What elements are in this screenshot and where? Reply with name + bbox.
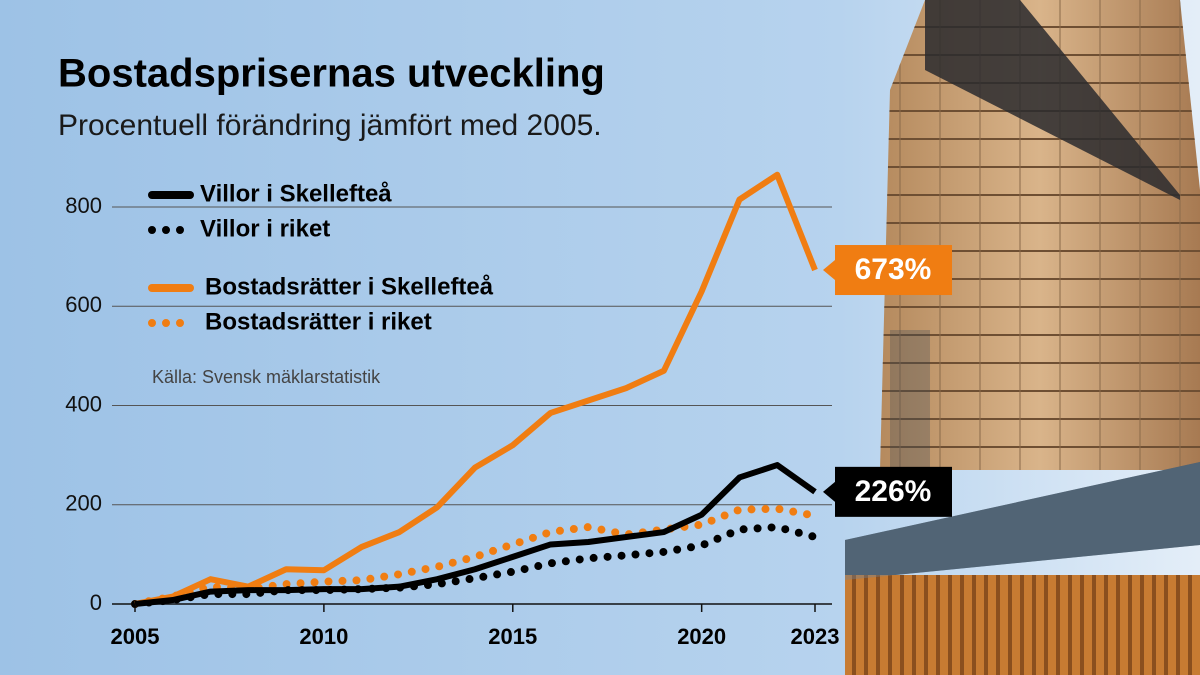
value-label: 226% xyxy=(855,475,932,508)
legend-label: Bostadsrätter i Skellefteå xyxy=(205,273,494,300)
x-tick-label: 2005 xyxy=(111,624,160,649)
value-label: 673% xyxy=(855,253,932,286)
legend-label: Villor i riket xyxy=(200,215,330,242)
photo xyxy=(845,0,1200,675)
y-tick-label: 200 xyxy=(65,491,102,516)
x-tick-label: 2015 xyxy=(488,624,537,649)
chart-title: Bostadsprisernas utveckling xyxy=(58,52,605,96)
x-tick-label: 2020 xyxy=(677,624,726,649)
legend-label: Villor i Skellefteå xyxy=(200,180,392,207)
series-line xyxy=(131,523,819,608)
x-tick-label: 2010 xyxy=(299,624,348,649)
y-tick-label: 400 xyxy=(65,391,102,416)
label-box xyxy=(835,245,952,296)
y-tick-label: 0 xyxy=(90,590,102,615)
label-box xyxy=(835,466,952,517)
series-line xyxy=(134,171,818,607)
chart-subtitle: Procentuell förändring jämfört med 2005. xyxy=(58,109,602,142)
label-pointer xyxy=(823,481,835,502)
label-pointer xyxy=(823,260,835,281)
x-tick-label: 2023 xyxy=(791,624,840,649)
legend-label: Bostadsrätter i riket xyxy=(205,308,432,335)
source-note: Källa: Svensk mäklarstatistik xyxy=(152,367,381,387)
y-tick-label: 600 xyxy=(65,292,102,317)
y-tick-label: 800 xyxy=(65,193,102,218)
series-line xyxy=(134,462,817,607)
